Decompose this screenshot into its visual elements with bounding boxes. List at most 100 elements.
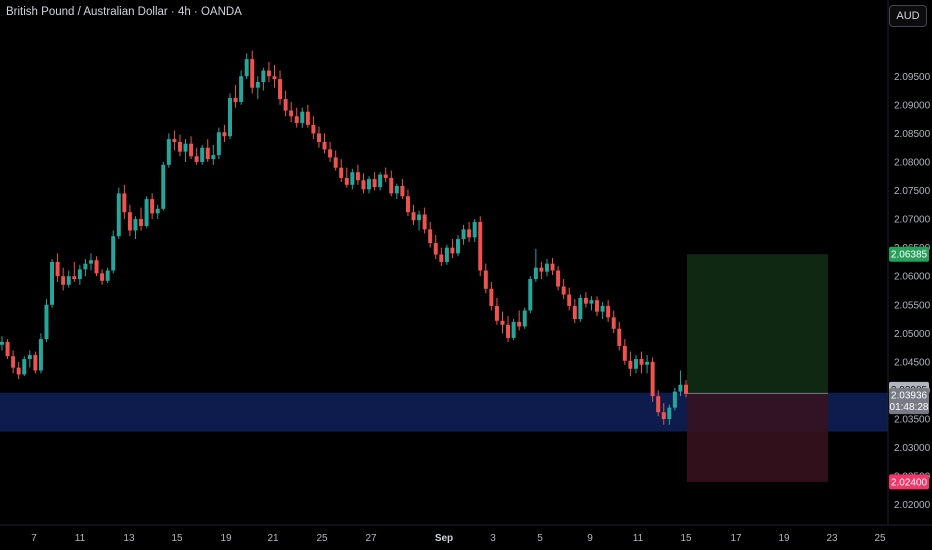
- candle-body: [517, 321, 522, 327]
- candle-body: [100, 273, 105, 281]
- candle-down: [389, 170, 394, 197]
- candle-body: [266, 70, 271, 77]
- candle-down: [383, 167, 388, 182]
- time-tick-label: Sep: [435, 533, 453, 544]
- candle-up: [522, 307, 527, 329]
- candle-up: [27, 350, 32, 368]
- candle-body: [405, 196, 410, 213]
- candle-body: [177, 141, 182, 152]
- candle-body: [350, 172, 355, 185]
- candle-up: [645, 355, 650, 374]
- candle-down: [483, 263, 488, 294]
- candle-down: [266, 61, 271, 82]
- candle-body: [494, 305, 499, 321]
- candle-down: [222, 124, 227, 142]
- candle-down: [661, 403, 666, 425]
- candle-down: [433, 235, 438, 260]
- price-tick-label: 2.09000: [894, 100, 931, 111]
- candle-down: [194, 147, 199, 165]
- candle-body: [439, 254, 444, 262]
- candle-body: [161, 164, 166, 209]
- countdown-label: 01:48:28: [890, 402, 929, 413]
- candle-up: [633, 355, 638, 374]
- candle-down: [33, 351, 38, 374]
- candle-down: [16, 361, 21, 380]
- candle-down: [517, 310, 522, 331]
- time-tick-label: 23: [826, 533, 838, 544]
- candle-body: [661, 412, 666, 420]
- candle-body: [216, 132, 221, 156]
- zones-layer: [0, 254, 888, 482]
- candle-body: [38, 339, 43, 371]
- candle-up: [672, 387, 677, 411]
- candle-body: [250, 59, 255, 88]
- candle-down: [355, 164, 360, 185]
- candle-body: [606, 305, 611, 318]
- candle-body: [272, 76, 277, 80]
- candle-up: [44, 299, 49, 342]
- candle-body: [645, 361, 650, 365]
- candle-body: [50, 261, 55, 305]
- candle-body: [222, 132, 227, 137]
- candle-body: [105, 270, 110, 281]
- candle-up: [600, 301, 605, 320]
- candle-body: [355, 172, 360, 181]
- price-tick-label: 2.06000: [894, 272, 931, 283]
- candle-body: [428, 229, 433, 244]
- candle-down: [278, 70, 283, 105]
- candle-up: [544, 259, 549, 277]
- candle-down: [405, 189, 410, 217]
- candle-body: [111, 236, 116, 271]
- candle-body: [33, 355, 38, 371]
- candle-down: [172, 130, 177, 151]
- candle-down: [339, 159, 344, 182]
- candle-body: [394, 185, 399, 194]
- candle-body: [372, 179, 377, 188]
- candle-body: [433, 243, 438, 255]
- candle-down: [305, 104, 310, 128]
- candle-down: [650, 357, 655, 402]
- candle-body: [522, 310, 527, 327]
- price-tick-label: 2.07500: [894, 186, 931, 197]
- candle-up: [394, 183, 399, 200]
- target-price-badge: 2.06385: [889, 246, 929, 262]
- candle-down: [55, 253, 60, 282]
- candle-body: [300, 111, 305, 124]
- candle-down: [489, 281, 494, 311]
- price-tick-label: 2.02000: [894, 500, 931, 511]
- candle-up: [161, 161, 166, 211]
- stop-zone: [687, 393, 828, 482]
- candle-body: [444, 247, 449, 262]
- stop-price-badge: 2.02400: [889, 474, 929, 490]
- candle-up: [244, 53, 249, 80]
- candle-body: [194, 156, 199, 162]
- candle-down: [361, 173, 366, 194]
- candle-down: [494, 297, 499, 325]
- candle-body: [506, 324, 511, 338]
- time-tick-label: 5: [537, 533, 543, 544]
- candle-down: [72, 261, 77, 282]
- time-tick-label: 19: [220, 533, 232, 544]
- candle-body: [544, 263, 549, 272]
- candle-up: [533, 248, 538, 282]
- candle-body: [22, 359, 27, 375]
- candle-down: [316, 126, 321, 148]
- currency-button[interactable]: AUD: [889, 5, 927, 27]
- candle-down: [617, 321, 622, 351]
- candle-body: [255, 81, 260, 88]
- candle-body: [533, 267, 538, 280]
- candle-down: [550, 257, 555, 276]
- time-tick-label: 9: [587, 533, 593, 544]
- candle-up: [417, 210, 422, 231]
- stop-price-badge-bg: [889, 474, 929, 490]
- candle-body: [44, 304, 49, 340]
- candle-body: [633, 359, 638, 369]
- price-axis: 2.09500 2.09000 2.08500 2.08000 2.07500 2.070…: [887, 0, 931, 525]
- candle-down: [595, 296, 600, 317]
- candle-body: [578, 297, 583, 320]
- candle-down: [506, 316, 511, 342]
- candle-body: [116, 193, 121, 237]
- price-tick-label: 2.08000: [894, 157, 931, 168]
